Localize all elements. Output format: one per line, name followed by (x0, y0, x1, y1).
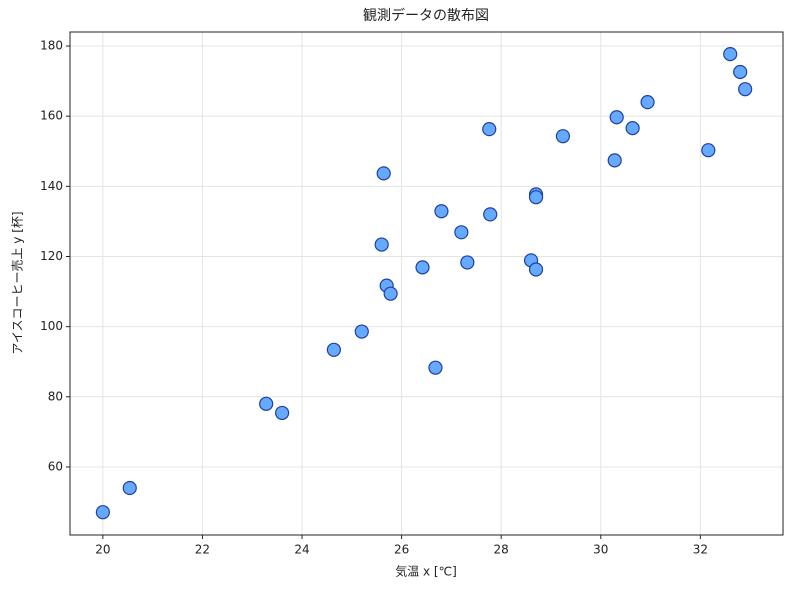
x-tick-label: 30 (593, 543, 608, 557)
y-tick-label: 180 (40, 39, 63, 53)
x-tick-label: 20 (95, 543, 110, 557)
plot-frame (69, 31, 784, 536)
point (607, 153, 622, 168)
x-tick-label: 32 (693, 543, 708, 557)
y-tick-label: 100 (40, 319, 63, 333)
point (95, 505, 110, 520)
point (428, 360, 443, 375)
point (609, 110, 624, 125)
point (376, 166, 391, 181)
point (483, 207, 498, 222)
chart-title: 観測データの散布図 (363, 7, 489, 24)
y-tick-label: 60 (48, 459, 63, 473)
y-tick-label: 80 (48, 389, 63, 403)
point (326, 342, 341, 357)
y-tick-label: 120 (40, 249, 63, 263)
point (275, 405, 290, 421)
point (482, 122, 497, 137)
point (555, 129, 571, 144)
y-axis-label: アイスコーヒー売上 y [杯] (10, 211, 25, 354)
point (723, 46, 738, 62)
point (383, 286, 398, 301)
y-tick-label: 160 (40, 109, 63, 123)
point (460, 255, 475, 270)
point (528, 262, 544, 277)
point (738, 82, 753, 97)
point (434, 204, 449, 219)
point (640, 95, 655, 110)
point (733, 64, 748, 80)
point (701, 143, 716, 158)
x-tick-label: 28 (494, 543, 509, 557)
x-tick-label: 22 (195, 543, 210, 557)
y-tick-label: 140 (40, 179, 63, 193)
point (625, 121, 640, 136)
x-tick-label: 24 (294, 543, 309, 557)
point (122, 480, 137, 496)
point (354, 324, 369, 339)
point (415, 260, 430, 275)
point (528, 190, 544, 205)
x-axis-label: 気温 x [℃] (395, 564, 457, 579)
point (259, 396, 274, 411)
point (374, 237, 389, 252)
x-tick-label: 26 (394, 543, 409, 557)
point (454, 225, 469, 240)
